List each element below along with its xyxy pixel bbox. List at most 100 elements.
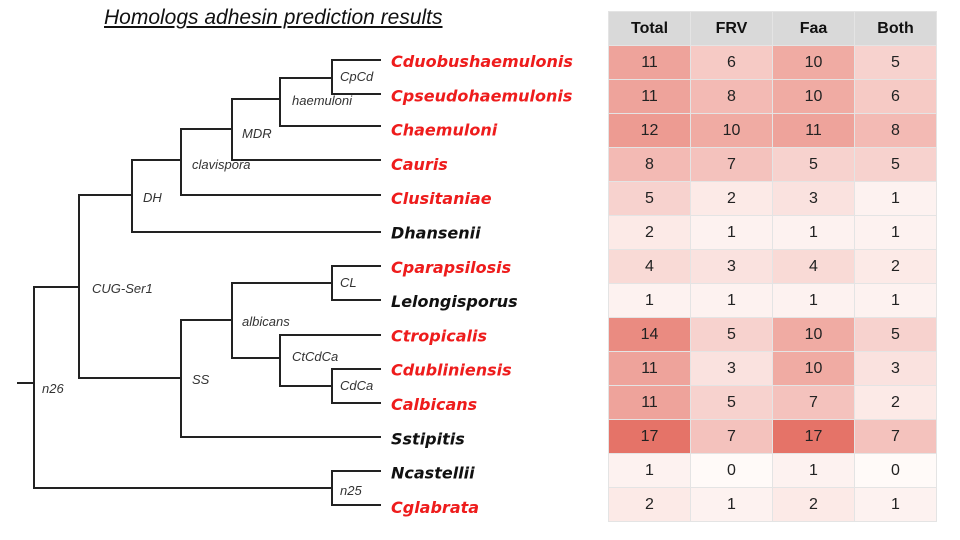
species-label-cglabrata: Cglabrata — [391, 498, 479, 517]
phylogenetic-tree: CpCd haemuloni MDR clavispora DH CUG-Ser1 CL al… — [17, 52, 573, 517]
table-cell: 11 — [608, 79, 691, 114]
table-cell: 0 — [854, 453, 937, 488]
table-cell: 5 — [854, 45, 937, 80]
header-total: Total — [608, 11, 691, 46]
table-cell: 1 — [854, 283, 937, 318]
table-cell: 5 — [608, 181, 691, 216]
table-cell: 11 — [608, 45, 691, 80]
table-cell: 1 — [690, 283, 773, 318]
table-cell: 7 — [854, 419, 937, 454]
table-cell: 11 — [608, 385, 691, 420]
table-cell: 2 — [690, 181, 773, 216]
node-label-cpcd: CpCd — [340, 69, 374, 84]
table-cell: 4 — [608, 249, 691, 284]
page-title: Homologs adhesin prediction results — [104, 6, 443, 29]
table-cell: 3 — [690, 249, 773, 284]
table-cell: 8 — [690, 79, 773, 114]
table-cell: 0 — [690, 453, 773, 488]
table-cell: 10 — [772, 351, 855, 386]
table-row: 17 7 17 7 — [608, 419, 937, 454]
table-cell: 3 — [854, 351, 937, 386]
table-cell: 17 — [772, 419, 855, 454]
species-label-ncastellii: Ncastellii — [391, 464, 475, 483]
table-cell: 5 — [854, 147, 937, 182]
node-label-haemuloni: haemuloni — [292, 93, 353, 108]
table-cell: 10 — [690, 113, 773, 148]
table-cell: 1 — [690, 487, 773, 522]
species-label-cpseudohaemulonis: Cpseudohaemulonis — [391, 86, 572, 105]
table-row: 11 8 10 6 — [608, 79, 937, 114]
table-cell: 5 — [690, 317, 773, 352]
header-faa: Faa — [772, 11, 855, 46]
table-cell: 3 — [772, 181, 855, 216]
table-cell: 7 — [690, 419, 773, 454]
table-cell: 7 — [690, 147, 773, 182]
species-label-cdubliniensis: Cdubliniensis — [391, 361, 512, 380]
node-label-clavispora: clavispora — [192, 157, 251, 172]
node-label-n26: n26 — [42, 381, 64, 396]
species-label-cauris: Cauris — [391, 155, 448, 174]
table-cell: 1 — [772, 453, 855, 488]
table-cell: 5 — [690, 385, 773, 420]
table-cell: 12 — [608, 113, 691, 148]
tree-node-labels: CpCd haemuloni MDR clavispora DH CUG-Ser1 CL al… — [42, 69, 374, 498]
species-label-cduobushaemulonis: Cduobushaemulonis — [391, 52, 573, 71]
table-body: 11 6 10 5 11 8 10 6 12 10 11 8 8 7 5 5 5 2 3 1 2 1 1 1 4 3 4 2 1 1 1 1 1… — [608, 45, 937, 522]
table-cell: 7 — [772, 385, 855, 420]
table-cell: 10 — [772, 317, 855, 352]
table-cell: 1 — [854, 487, 937, 522]
table-cell: 1 — [772, 215, 855, 250]
tree-leaf-labels: Cduobushaemulonis Cpseudohaemulonis Chaemu… — [391, 52, 573, 517]
table-cell: 5 — [854, 317, 937, 352]
header-frv: FRV — [690, 11, 773, 46]
table-cell: 3 — [690, 351, 773, 386]
table-cell: 2 — [854, 385, 937, 420]
node-label-cl: CL — [340, 275, 357, 290]
table-cell: 1 — [772, 283, 855, 318]
table-cell: 1 — [608, 283, 691, 318]
table-cell: 4 — [772, 249, 855, 284]
node-label-ss: SS — [192, 372, 210, 387]
table-cell: 2 — [608, 487, 691, 522]
table-cell: 14 — [608, 317, 691, 352]
table-cell: 2 — [608, 215, 691, 250]
table-row: 12 10 11 8 — [608, 113, 937, 148]
table-cell: 8 — [608, 147, 691, 182]
tree-branches — [17, 59, 381, 506]
table-row: 11 6 10 5 — [608, 45, 937, 80]
table-cell: 11 — [772, 113, 855, 148]
table-cell: 1 — [854, 215, 937, 250]
table-header-row: Total FRV Faa Both — [608, 11, 937, 46]
node-label-mdr: MDR — [242, 126, 272, 141]
adhesin-results-table: Total FRV Faa Both 11 6 10 5 11 8 10 6 12 10 11 8 8 7… — [608, 11, 937, 522]
table-row: 11 3 10 3 — [608, 351, 937, 386]
table-cell: 17 — [608, 419, 691, 454]
table-cell: 6 — [854, 79, 937, 114]
node-label-n25: n25 — [340, 483, 362, 498]
table-cell: 1 — [608, 453, 691, 488]
table-row: 14 5 10 5 — [608, 317, 937, 352]
species-label-calbicans: Calbicans — [391, 395, 477, 414]
node-label-cug: CUG-Ser1 — [92, 281, 153, 296]
node-label-ctcdca: CtCdCa — [292, 349, 338, 364]
species-label-lelongisporus: Lelongisporus — [391, 292, 518, 311]
species-label-chaemuloni: Chaemuloni — [391, 121, 498, 140]
node-label-dh: DH — [143, 190, 162, 205]
species-label-cparapsilosis: Cparapsilosis — [391, 258, 511, 277]
table-cell: 6 — [690, 45, 773, 80]
node-label-cdca: CdCa — [340, 378, 373, 393]
node-label-albicans: albicans — [242, 314, 290, 329]
table-cell: 2 — [772, 487, 855, 522]
table-cell: 2 — [854, 249, 937, 284]
table-cell: 5 — [772, 147, 855, 182]
table-cell: 11 — [608, 351, 691, 386]
table-cell: 1 — [690, 215, 773, 250]
table-cell: 10 — [772, 45, 855, 80]
species-label-sstipitis: Sstipitis — [391, 429, 465, 448]
